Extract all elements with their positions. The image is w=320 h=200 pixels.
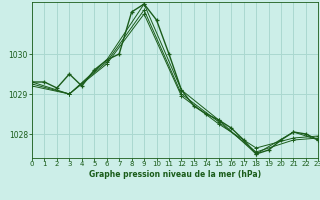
X-axis label: Graphe pression niveau de la mer (hPa): Graphe pression niveau de la mer (hPa)	[89, 170, 261, 179]
